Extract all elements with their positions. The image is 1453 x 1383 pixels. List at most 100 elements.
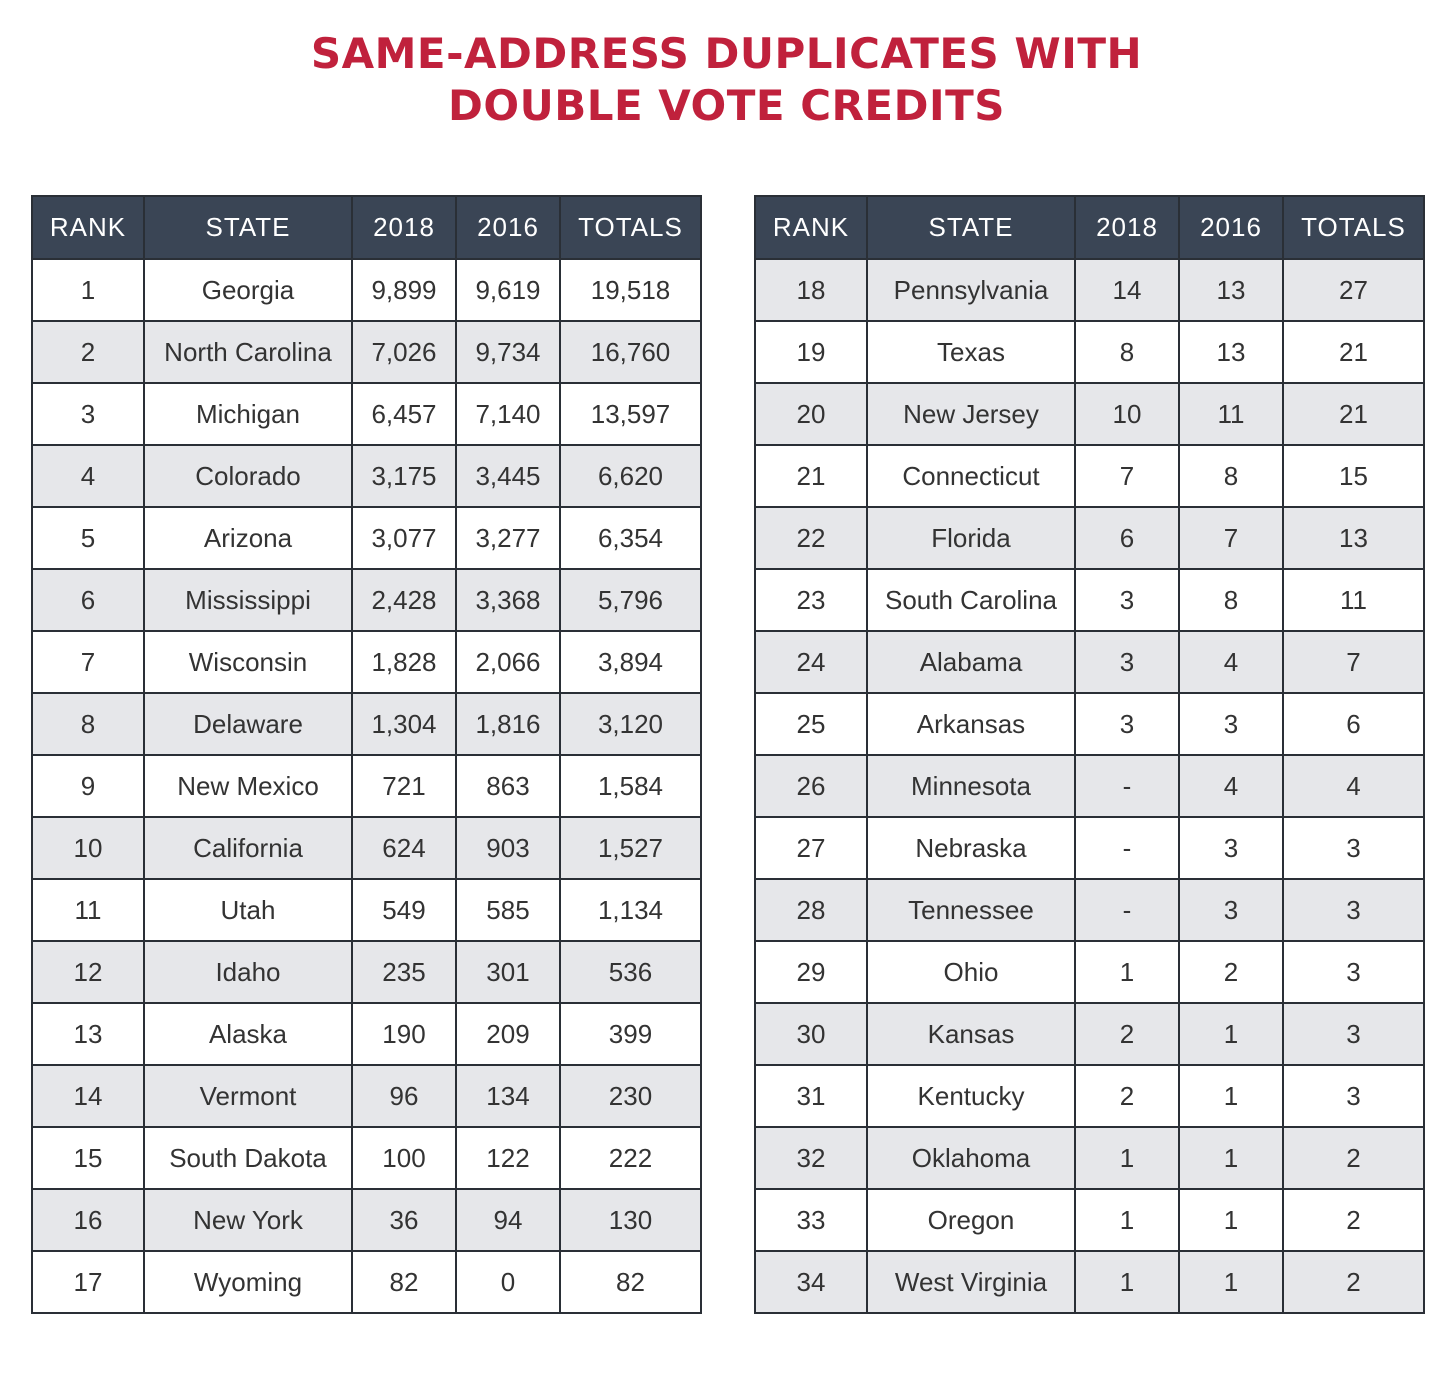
cell-rank: 25 <box>754 692 868 756</box>
cell-2018: 1 <box>1074 1250 1180 1314</box>
cell-state: South Dakota <box>143 1126 353 1190</box>
cell-2018: 1,304 <box>351 692 457 756</box>
cell-state: Idaho <box>143 940 353 1004</box>
cell-totals: 6,620 <box>559 444 702 508</box>
cell-totals: 6,354 <box>559 506 702 570</box>
cell-2016: 3 <box>1178 816 1284 880</box>
cell-rank: 6 <box>31 568 145 632</box>
table-row: 26 Minnesota -4 4 <box>754 754 1425 818</box>
table-row: 27 Nebraska -3 3 <box>754 816 1425 880</box>
rank-table-left: RANK STATE 2018 2016 TOTALS 1 Georgia 9,89… <box>31 195 702 1314</box>
table-row: 15 South Dakota 100 122 222 <box>31 1126 702 1190</box>
cell-rank: 9 <box>31 754 145 818</box>
cell-totals: 3 <box>1282 816 1425 880</box>
cell-2018: 3 <box>1074 568 1180 632</box>
cell-2016: 13 <box>1178 258 1284 322</box>
cell-2018: 6,457 <box>351 382 457 446</box>
cell-rank: 15 <box>31 1126 145 1190</box>
cell-state: West Virginia <box>866 1250 1076 1314</box>
cell-2018: 190 <box>351 1002 457 1066</box>
table-row: 28 Tennessee -3 3 <box>754 878 1425 942</box>
cell-2018: 1,828 <box>351 630 457 694</box>
cell-2018: 721 <box>351 754 457 818</box>
cell-2016: 4 <box>1178 630 1284 694</box>
table-row: 32 Oklahoma 1 1 2 <box>754 1126 1425 1190</box>
cell-state: Wyoming <box>143 1250 353 1314</box>
cell-rank: 7 <box>31 630 145 694</box>
cell-2016: 1 <box>1178 1002 1284 1066</box>
cell-2016: 3 <box>1178 878 1284 942</box>
column-header-2016: 2016 <box>1178 195 1284 260</box>
cell-rank: 27 <box>754 816 868 880</box>
cell-2018: - <box>1074 878 1180 942</box>
cell-2016: 903 <box>455 816 561 880</box>
table-row: 2 North Carolina 7,026 9,734 16,760 <box>31 320 702 384</box>
table-row: 1 Georgia 9,899 9,619 19,518 <box>31 258 702 322</box>
cell-totals: 13 <box>1282 506 1425 570</box>
column-header-state: STATE <box>866 195 1076 260</box>
column-header-2016: 2016 <box>455 195 561 260</box>
cell-2018: 3 <box>1074 630 1180 694</box>
cell-totals: 2 <box>1282 1126 1425 1190</box>
page-title: SAME-ADDRESS DUPLICATES WITH DOUBLE VOTE… <box>0 28 1453 132</box>
cell-state: California <box>143 816 353 880</box>
column-header-2018: 2018 <box>1074 195 1180 260</box>
cell-state: New Mexico <box>143 754 353 818</box>
table-row: 10 California 624 903 1,527 <box>31 816 702 880</box>
cell-rank: 21 <box>754 444 868 508</box>
cell-2018: 3 <box>1074 692 1180 756</box>
cell-2018: - <box>1074 754 1180 818</box>
cell-state: Vermont <box>143 1064 353 1128</box>
cell-2018: 36 <box>351 1188 457 1252</box>
title-line-1: SAME-ADDRESS DUPLICATES WITH <box>310 29 1143 78</box>
cell-rank: 31 <box>754 1064 868 1128</box>
cell-state: Utah <box>143 878 353 942</box>
cell-2016: 7 <box>1178 506 1284 570</box>
cell-2018: 1 <box>1074 1126 1180 1190</box>
cell-rank: 18 <box>754 258 868 322</box>
cell-rank: 11 <box>31 878 145 942</box>
cell-2016: 2 <box>1178 940 1284 1004</box>
title-line-2: DOUBLE VOTE CREDITS <box>448 81 1005 130</box>
cell-2018: 2,428 <box>351 568 457 632</box>
cell-state: Ohio <box>866 940 1076 1004</box>
cell-2016: 3,445 <box>455 444 561 508</box>
column-header-state: STATE <box>143 195 353 260</box>
cell-2016: 4 <box>1178 754 1284 818</box>
cell-state: Alabama <box>866 630 1076 694</box>
table-row: 9 New Mexico 721 863 1,584 <box>31 754 702 818</box>
cell-2016: 863 <box>455 754 561 818</box>
cell-state: Arkansas <box>866 692 1076 756</box>
cell-2018: 3,175 <box>351 444 457 508</box>
cell-2016: 209 <box>455 1002 561 1066</box>
cell-state: Colorado <box>143 444 353 508</box>
cell-2016: 1,816 <box>455 692 561 756</box>
cell-2018: 3,077 <box>351 506 457 570</box>
cell-rank: 17 <box>31 1250 145 1314</box>
table-row: 12 Idaho 235 301 536 <box>31 940 702 1004</box>
cell-totals: 130 <box>559 1188 702 1252</box>
cell-2016: 8 <box>1178 568 1284 632</box>
cell-rank: 26 <box>754 754 868 818</box>
cell-rank: 5 <box>31 506 145 570</box>
cell-state: Texas <box>866 320 1076 384</box>
rank-table-right: RANK STATE 2018 2016 TOTALS 18 Pennsylvan… <box>754 195 1425 1314</box>
cell-rank: 10 <box>31 816 145 880</box>
cell-totals: 1,584 <box>559 754 702 818</box>
cell-2016: 3 <box>1178 692 1284 756</box>
cell-2018: 96 <box>351 1064 457 1128</box>
cell-2018: 7,026 <box>351 320 457 384</box>
header-row: RANK STATE 2018 2016 TOTALS <box>31 195 702 260</box>
cell-totals: 3,894 <box>559 630 702 694</box>
table-row: 29 Ohio 1 2 3 <box>754 940 1425 1004</box>
cell-2016: 3,277 <box>455 506 561 570</box>
cell-2016: 134 <box>455 1064 561 1128</box>
cell-totals: 21 <box>1282 320 1425 384</box>
cell-totals: 3 <box>1282 878 1425 942</box>
cell-2016: 301 <box>455 940 561 1004</box>
cell-rank: 29 <box>754 940 868 1004</box>
cell-totals: 21 <box>1282 382 1425 446</box>
cell-state: Florida <box>866 506 1076 570</box>
table-row: 6 Mississippi 2,428 3,368 5,796 <box>31 568 702 632</box>
cell-totals: 16,760 <box>559 320 702 384</box>
